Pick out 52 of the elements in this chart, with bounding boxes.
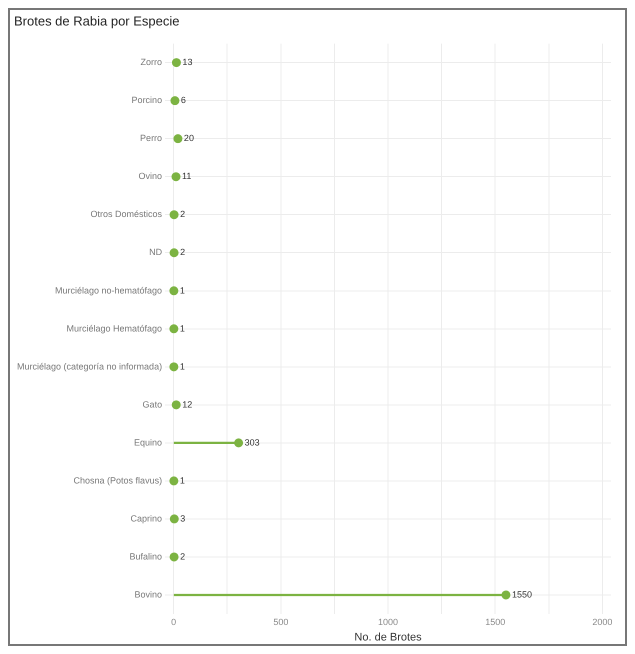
data-label: 12 <box>182 399 192 410</box>
data-label: 6 <box>180 95 186 106</box>
y-tick-label: Zorro <box>140 57 162 68</box>
point <box>170 210 179 220</box>
data-label: 1550 <box>512 589 532 600</box>
x-tick-label: 1000 <box>378 616 398 627</box>
x-axis-title: No. de Brotes <box>354 631 422 644</box>
data-label: 13 <box>182 57 192 68</box>
point <box>501 590 510 600</box>
x-tick-label: 0 <box>171 616 176 627</box>
data-label: 20 <box>184 133 194 144</box>
point <box>170 96 180 106</box>
data-label: 1 <box>180 285 185 296</box>
data-label: 1 <box>180 323 185 334</box>
y-tick-label: Chosna (Potos flavus) <box>74 475 162 486</box>
point <box>172 172 181 182</box>
y-tick-label: Murciélago no-hematófago <box>54 285 162 296</box>
y-tick-label: Caprino <box>130 513 162 524</box>
point <box>172 58 181 68</box>
point <box>169 362 178 372</box>
point <box>170 552 179 562</box>
data-label: 3 <box>180 513 186 524</box>
data-label: 11 <box>182 171 192 182</box>
chart-title: Brotes de Rabia por Especie <box>14 13 180 28</box>
data-label: 1 <box>180 361 185 372</box>
y-tick-label: Equino <box>134 437 162 448</box>
y-tick-label: Otros Domésticos <box>90 209 163 220</box>
point <box>234 438 244 448</box>
x-tick-label: 500 <box>273 616 288 627</box>
y-tick-label: Bufalino <box>130 551 162 562</box>
y-tick-label: Murciélago (categoría no informada) <box>16 361 162 372</box>
data-label: 303 <box>244 437 260 448</box>
x-tick-label: 2000 <box>592 616 612 627</box>
point <box>170 248 179 258</box>
point <box>173 134 182 144</box>
point <box>169 286 178 296</box>
x-tick-label: 1500 <box>485 616 506 627</box>
y-tick-label: Gato <box>142 399 162 410</box>
point <box>172 400 181 410</box>
point <box>169 476 178 486</box>
y-tick-label: ND <box>149 247 163 258</box>
point <box>170 514 179 524</box>
data-label: 1 <box>180 475 185 486</box>
y-tick-label: Porcino <box>132 95 162 106</box>
y-tick-label: Murciélago Hematófago <box>66 323 162 334</box>
y-tick-label: Bovino <box>134 589 162 600</box>
y-tick-label: Perro <box>140 133 162 144</box>
data-label: 2 <box>180 209 186 220</box>
y-tick-label: Ovino <box>138 171 162 182</box>
point <box>169 324 178 334</box>
data-label: 2 <box>180 551 186 562</box>
data-label: 2 <box>180 247 186 258</box>
